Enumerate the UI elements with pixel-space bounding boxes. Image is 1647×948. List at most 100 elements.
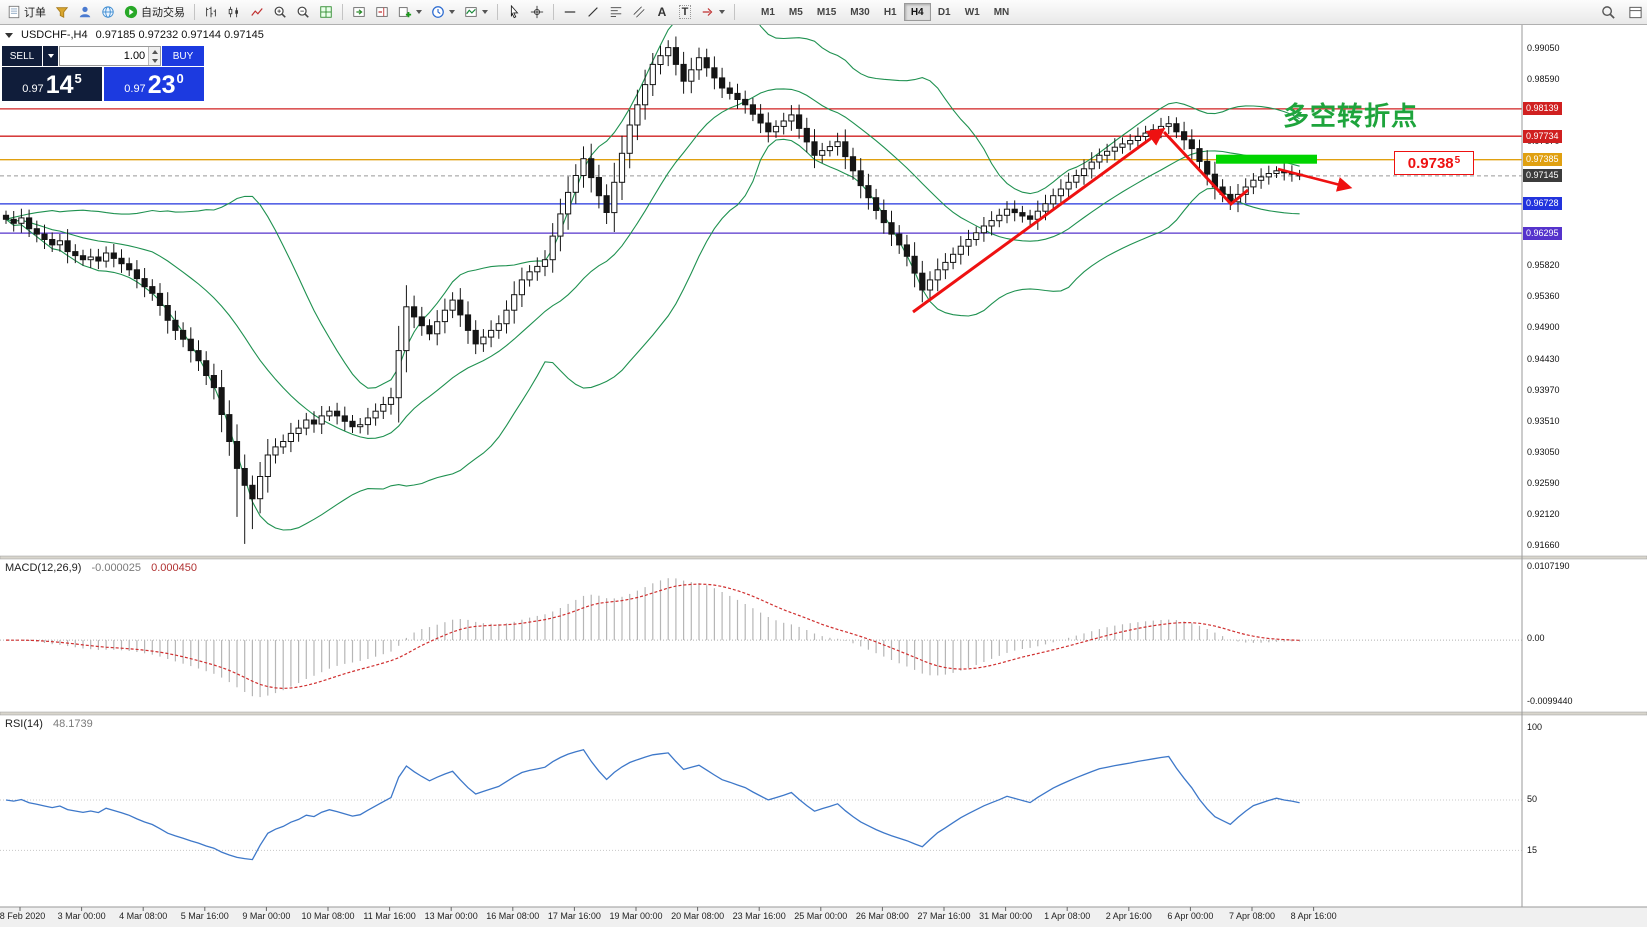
buy-price-prefix: 0.97 (124, 83, 146, 95)
charts-menu-button[interactable] (51, 2, 73, 22)
auto-scroll-button[interactable] (348, 2, 370, 22)
text-tool-button[interactable]: A (651, 2, 673, 22)
timeframe-button-m1[interactable]: M1 (754, 3, 782, 21)
profile-icon (79, 6, 91, 18)
sell-price-button[interactable]: 0.97 14 5 (2, 67, 102, 101)
community-button[interactable] (97, 2, 119, 22)
caret-down-icon (151, 58, 158, 63)
periods-button[interactable] (427, 2, 459, 22)
auto-trading-label: 自动交易 (141, 7, 185, 19)
cursor-button[interactable] (503, 2, 525, 22)
label-tool-glyph: T (678, 5, 692, 19)
volume-input[interactable] (60, 47, 149, 65)
sell-price-prefix: 0.97 (22, 83, 44, 95)
chart-menu-icon[interactable] (5, 32, 13, 38)
buy-price-big-digits: 23 (147, 71, 176, 99)
data-window-button[interactable] (1624, 2, 1647, 22)
price-callout-sup: 5 (1454, 154, 1461, 166)
caret-up-icon (151, 49, 158, 54)
toolbar-separator (342, 4, 343, 20)
macd-scale-min: -0.0099440 (1527, 696, 1573, 706)
chart-shift-icon (376, 7, 388, 17)
one-click-dropdown-button[interactable] (43, 46, 58, 66)
price-callout: 0.9738 5 (1394, 151, 1474, 175)
rsi-value: 48.1739 (52, 718, 93, 730)
tile-windows-icon (320, 6, 332, 18)
macd-scale-max: 0.0107190 (1527, 561, 1570, 571)
horizontal-line-icon (564, 11, 576, 13)
search-button[interactable] (1597, 2, 1620, 22)
sell-price-big-digits: 14 (45, 71, 74, 99)
turning-point-annotation: 多空转折点 (1283, 101, 1419, 131)
timeframe-button-m30[interactable]: M30 (843, 3, 876, 21)
sell-button[interactable]: SELL (2, 46, 42, 66)
rsi-scale-50: 50 (1527, 794, 1538, 804)
chevron-down-icon (449, 10, 455, 14)
volume-steppers (148, 47, 160, 65)
bar-chart-button[interactable] (200, 2, 222, 22)
rsi-indicator-label: RSI(14) 48.1739 (5, 718, 93, 730)
toolbar-separator (497, 4, 498, 20)
chevron-down-icon (482, 10, 488, 14)
data-window-icon (1629, 6, 1642, 18)
charts-gold-icon (55, 7, 69, 18)
channel-tool-button[interactable] (628, 2, 650, 22)
auto-scroll-icon (353, 7, 365, 17)
arrow-shape-icon (702, 8, 713, 16)
new-order-button[interactable]: 订单 (3, 2, 50, 22)
auto-trading-play-icon (124, 5, 138, 19)
zoom-out-button[interactable] (292, 2, 314, 22)
macd-signal-value: 0.000450 (151, 562, 197, 574)
label-tool-button[interactable]: T (674, 2, 696, 22)
timeframe-button-d1[interactable]: D1 (931, 3, 958, 21)
bar-chart-icon (206, 6, 216, 18)
tile-windows-button[interactable] (315, 2, 337, 22)
chart-shift-button[interactable] (371, 2, 393, 22)
fibonacci-tool-button[interactable] (605, 2, 627, 22)
timeframe-button-h4[interactable]: H4 (903, 3, 931, 21)
volume-decrement-button[interactable] (149, 56, 160, 65)
zoom-in-button[interactable] (269, 2, 291, 22)
globe-icon (102, 6, 114, 18)
rsi-name: RSI(14) (5, 718, 43, 730)
toolbar-separator (553, 4, 554, 20)
rsi-scale-100: 100 (1527, 722, 1543, 732)
new-chart-icon (398, 7, 412, 18)
macd-name: MACD(12,26,9) (5, 562, 82, 574)
auto-trading-button[interactable]: 自动交易 (120, 2, 189, 22)
timeframe-button-mn[interactable]: MN (987, 3, 1017, 21)
timeframe-button-w1[interactable]: W1 (958, 3, 987, 21)
line-chart-button[interactable] (246, 2, 268, 22)
channel-icon (633, 6, 645, 18)
clock-icon (432, 6, 444, 18)
toolbar-separator (194, 4, 195, 20)
ohlc-values: 0.97185 0.97232 0.97144 0.97145 (95, 29, 264, 41)
main-toolbar: 订单 自动交易 (0, 0, 1647, 25)
profile-button[interactable] (74, 2, 96, 22)
volume-increment-button[interactable] (149, 47, 160, 56)
timeframe-button-m15[interactable]: M15 (810, 3, 843, 21)
crosshair-icon (530, 5, 544, 19)
arrows-tool-button[interactable] (697, 2, 729, 22)
text-tool-glyph: A (657, 5, 667, 19)
hline-tool-button[interactable] (559, 2, 581, 22)
new-chart-button[interactable] (394, 2, 426, 22)
one-click-trading-panel: SELL BUY 0.97 14 5 0.97 23 0 (2, 46, 204, 101)
chevron-down-icon (416, 10, 422, 14)
fibonacci-icon (610, 7, 622, 17)
new-order-label: 订单 (24, 7, 46, 19)
buy-button[interactable]: BUY (162, 46, 204, 66)
search-icon (1602, 5, 1615, 19)
timeframe-button-h1[interactable]: H1 (877, 3, 904, 21)
trendline-tool-button[interactable] (582, 2, 604, 22)
indicators-button[interactable] (460, 2, 492, 22)
macd-scale-zero: 0.00 (1527, 633, 1545, 643)
chevron-down-icon (719, 10, 725, 14)
timeframe-button-m5[interactable]: M5 (782, 3, 810, 21)
toolbar-right-group (1597, 2, 1647, 22)
buy-price-button[interactable]: 0.97 23 0 (104, 67, 204, 101)
crosshair-button[interactable] (526, 2, 548, 22)
candlestick-chart-button[interactable] (223, 2, 245, 22)
